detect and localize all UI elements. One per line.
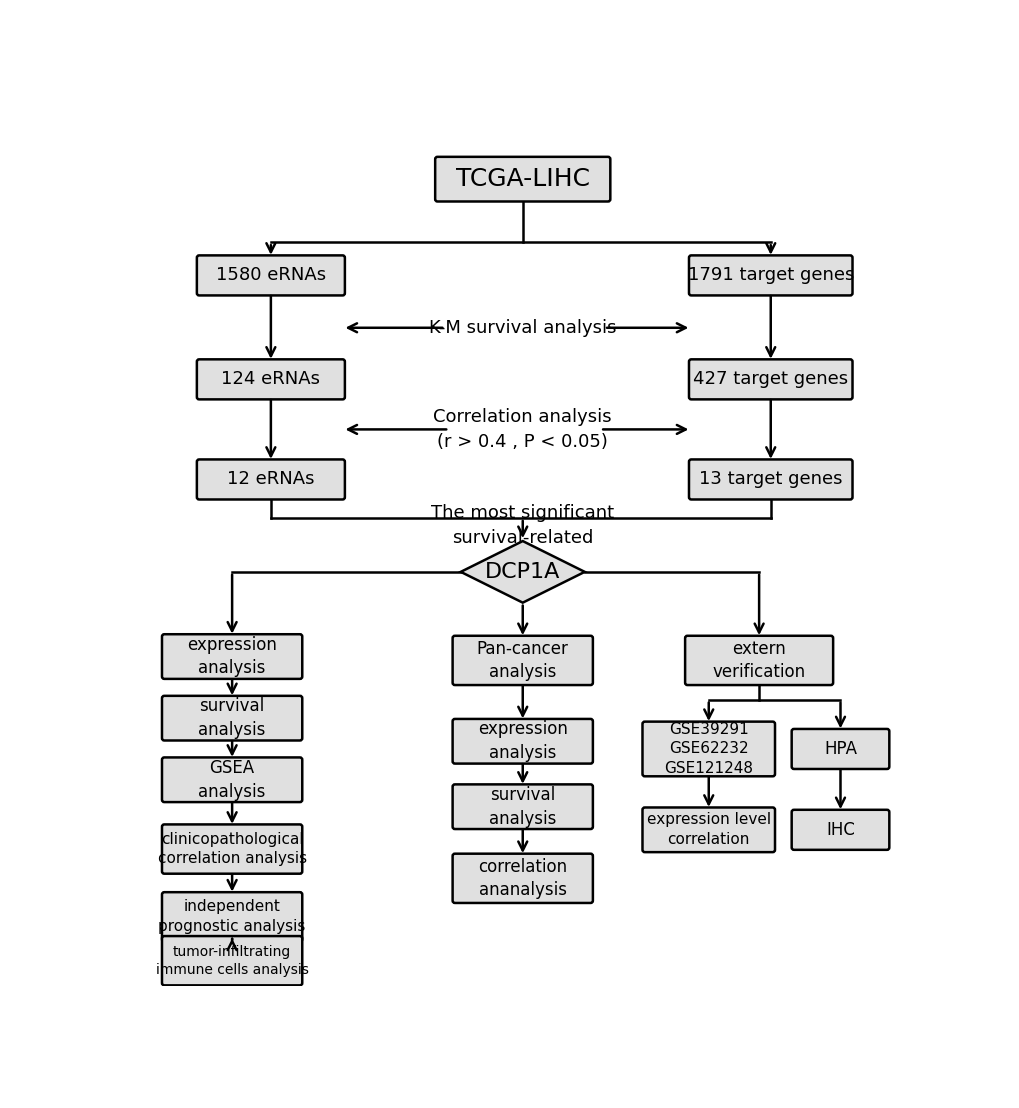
FancyBboxPatch shape [452,719,592,763]
FancyBboxPatch shape [162,824,302,874]
FancyBboxPatch shape [642,721,774,777]
Text: expression level
correlation: expression level correlation [646,812,770,848]
FancyBboxPatch shape [791,729,889,769]
FancyBboxPatch shape [162,634,302,679]
FancyBboxPatch shape [452,853,592,903]
Text: GSE39291
GSE62232
GSE121248: GSE39291 GSE62232 GSE121248 [663,721,752,777]
Text: 13 target genes: 13 target genes [698,471,842,489]
Text: GSEA
analysis: GSEA analysis [199,759,266,801]
Polygon shape [461,541,584,603]
FancyBboxPatch shape [197,359,344,399]
Text: IHC: IHC [825,821,854,839]
Text: HPA: HPA [823,740,856,758]
Text: The most significant
survival-related: The most significant survival-related [431,504,613,547]
Text: independent
prognostic analysis: independent prognostic analysis [158,900,306,934]
Text: 12 eRNAs: 12 eRNAs [227,471,314,489]
FancyBboxPatch shape [162,758,302,802]
Text: correlation
ananalysis: correlation ananalysis [478,858,567,899]
Text: TCGA-LIHC: TCGA-LIHC [455,167,589,192]
FancyBboxPatch shape [162,936,302,985]
Text: DCP1A: DCP1A [485,562,559,582]
Text: expression
analysis: expression analysis [477,720,568,762]
Text: 1791 target genes: 1791 target genes [687,266,853,285]
Text: Pan-cancer
analysis: Pan-cancer analysis [476,639,569,681]
FancyBboxPatch shape [197,255,344,296]
FancyBboxPatch shape [435,157,609,202]
FancyBboxPatch shape [452,636,592,685]
Text: survival
analysis: survival analysis [488,786,556,828]
FancyBboxPatch shape [162,696,302,740]
Text: 427 target genes: 427 target genes [693,370,848,389]
Text: 1580 eRNAs: 1580 eRNAs [216,266,326,285]
FancyBboxPatch shape [642,808,774,852]
Text: K-M survival analysis: K-M survival analysis [429,319,615,337]
Text: expression
analysis: expression analysis [187,636,277,677]
Text: clinicopathological
correlation analysis: clinicopathological correlation analysis [157,832,307,866]
Text: 124 eRNAs: 124 eRNAs [221,370,320,389]
Text: Correlation analysis
(r > 0.4 , P < 0.05): Correlation analysis (r > 0.4 , P < 0.05… [433,408,611,451]
FancyBboxPatch shape [688,460,852,500]
FancyBboxPatch shape [162,892,302,942]
FancyBboxPatch shape [452,784,592,829]
FancyBboxPatch shape [197,460,344,500]
Text: tumor-infiltrating
immune cells analysis: tumor-infiltrating immune cells analysis [156,944,309,977]
FancyBboxPatch shape [791,810,889,850]
Text: extern
verification: extern verification [712,639,805,681]
Text: survival
analysis: survival analysis [199,697,266,739]
FancyBboxPatch shape [688,255,852,296]
FancyBboxPatch shape [685,636,833,685]
FancyBboxPatch shape [688,359,852,399]
